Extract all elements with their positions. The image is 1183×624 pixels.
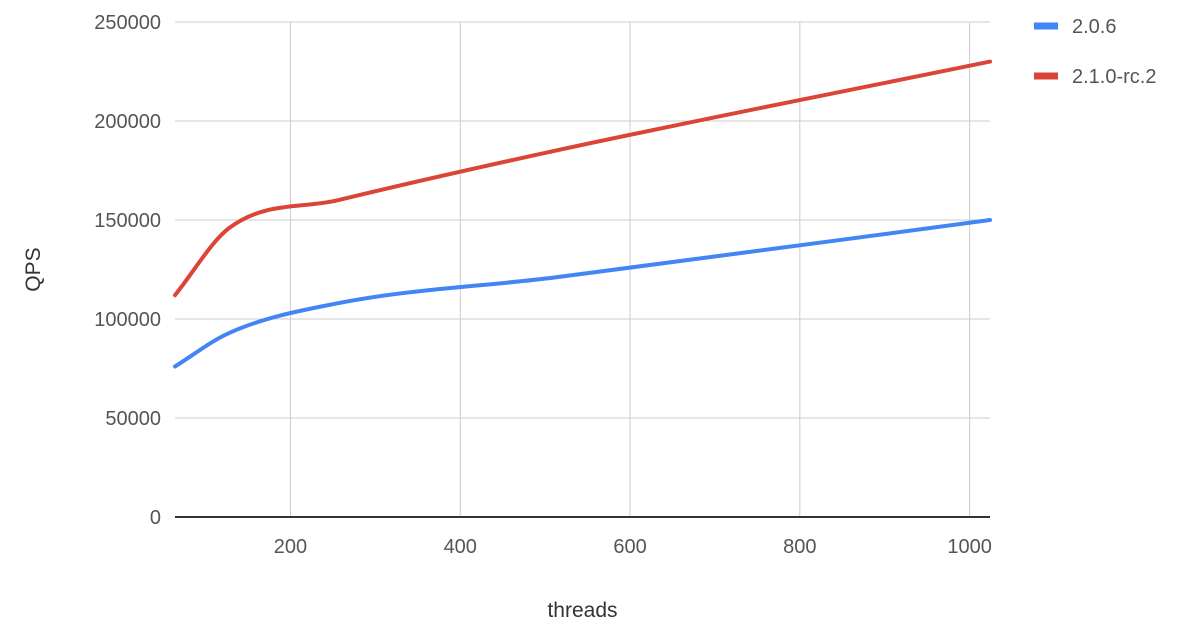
series-lines	[173, 59, 992, 369]
y-tick-label: 150000	[94, 210, 161, 232]
axes: 0 50000 100000 150000 200000 250000 200 400 600 8…	[94, 12, 992, 558]
x-tick-label: 400	[444, 536, 477, 558]
legend: 2.0.6 2.1.0-rc.2	[1034, 16, 1156, 88]
y-tick-label: 0	[150, 507, 161, 529]
grid-lines	[175, 21, 990, 517]
x-tick-label: 1000	[947, 536, 992, 558]
x-axis-title: threads	[547, 599, 617, 622]
y-tick-label: 250000	[94, 12, 161, 34]
series-line-1	[173, 218, 992, 369]
x-tick-label: 200	[274, 536, 307, 558]
y-axis-title: QPS	[22, 247, 45, 291]
x-tick-label: 800	[783, 536, 816, 558]
y-tick-label: 200000	[94, 111, 161, 133]
series-line-2	[173, 59, 992, 298]
x-tick-label: 600	[613, 536, 646, 558]
y-tick-label: 50000	[105, 408, 161, 430]
y-tick-label: 100000	[94, 309, 161, 331]
legend-label-2: 2.1.0-rc.2	[1072, 66, 1156, 88]
legend-label-1: 2.0.6	[1072, 16, 1116, 38]
